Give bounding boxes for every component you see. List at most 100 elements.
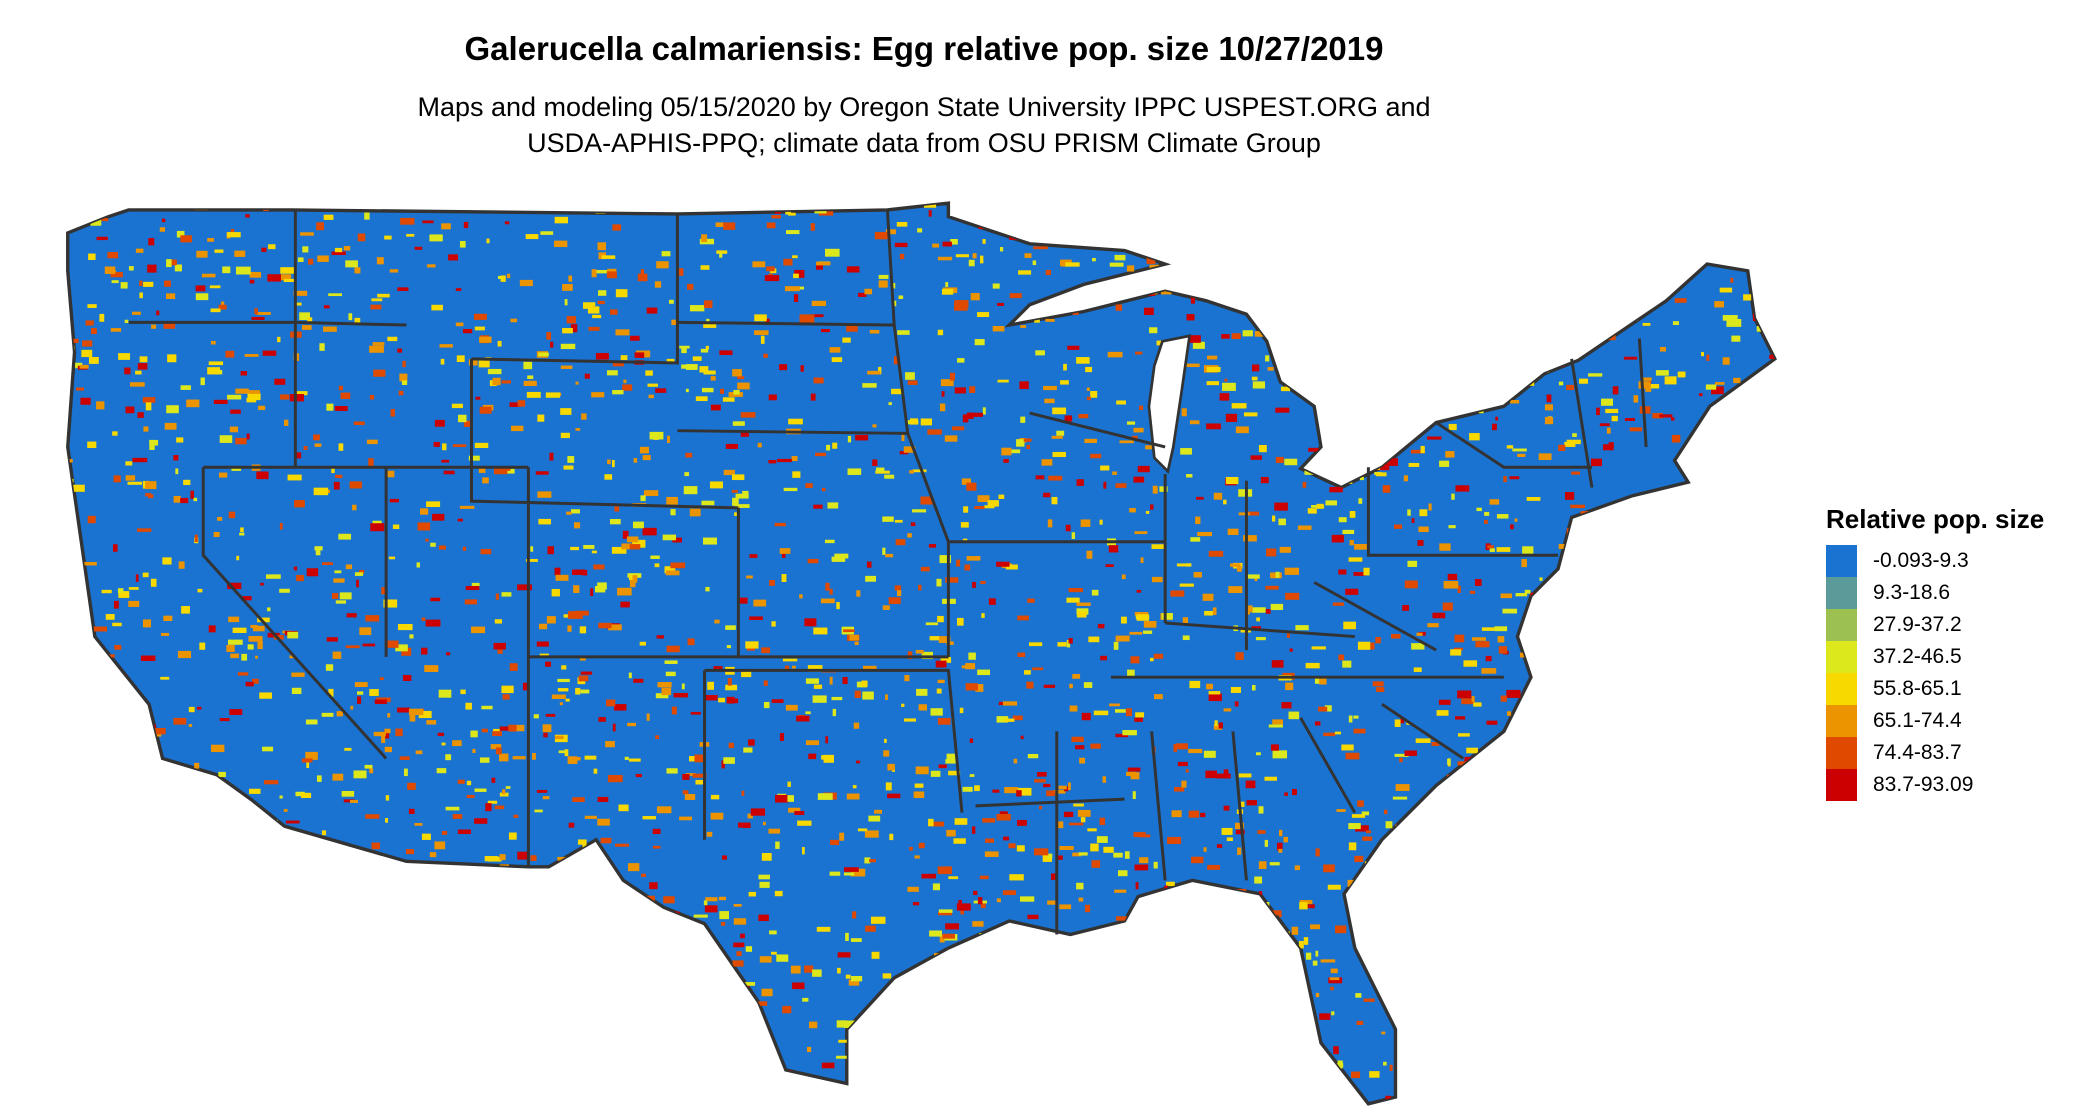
hotspot-cell <box>787 781 791 787</box>
hotspot-cell <box>1353 572 1366 576</box>
hotspot-cell <box>1222 940 1236 944</box>
hotspot-cell <box>611 1065 621 1074</box>
hotspot-cell <box>1665 914 1675 920</box>
hotspot-cell <box>1447 1020 1454 1025</box>
hotspot-cell <box>481 705 493 710</box>
state-border <box>975 797 1125 808</box>
hotspot-cell <box>1760 861 1773 866</box>
hotspot-cell <box>1631 783 1641 791</box>
hotspot-cell <box>1428 992 1433 1000</box>
hotspot-cell <box>1777 817 1784 824</box>
hotspot-cell <box>352 504 357 511</box>
hotspot-cell <box>1400 826 1410 835</box>
hotspot-cell <box>593 933 599 941</box>
hotspot-cell <box>1439 373 1454 380</box>
hotspot-cell <box>387 863 397 872</box>
hotspot-cell <box>95 990 107 998</box>
hotspot-cell <box>1385 821 1393 829</box>
hotspot-cell <box>1710 386 1724 395</box>
hotspot-cell <box>1750 500 1756 506</box>
hotspot-cell <box>1206 423 1221 430</box>
hotspot-cell <box>1208 691 1221 695</box>
hotspot-cell <box>368 458 374 466</box>
hotspot-cell <box>289 394 305 402</box>
hotspot-cell <box>912 469 927 473</box>
hotspot-cell <box>899 253 905 260</box>
hotspot-cell <box>687 638 695 646</box>
hotspot-cell <box>1673 909 1688 913</box>
hotspot-cell <box>1253 1011 1258 1015</box>
hotspot-cell <box>714 1095 725 1102</box>
hotspot-cell <box>677 1102 692 1104</box>
hotspot-cell <box>434 1017 440 1022</box>
hotspot-cell <box>139 292 143 299</box>
hotspot-cell <box>237 672 249 676</box>
hotspot-cell <box>895 539 906 546</box>
hotspot-cell <box>838 203 848 205</box>
hotspot-cell <box>655 693 669 699</box>
hotspot-cell <box>1341 744 1354 751</box>
hotspot-cell <box>177 984 190 993</box>
hotspot-cell <box>962 786 973 792</box>
legend-label: 9.3-18.6 <box>1873 581 1951 604</box>
hotspot-cell <box>257 1000 268 1006</box>
hotspot-cell <box>1691 817 1700 824</box>
hotspot-cell <box>777 458 792 463</box>
hotspot-cell <box>1599 303 1609 307</box>
hotspot-cell <box>909 470 915 474</box>
hotspot-cell <box>1660 346 1666 352</box>
hotspot-cell <box>700 265 710 270</box>
hotspot-cell <box>1510 400 1520 404</box>
hotspot-cell <box>941 288 954 295</box>
hotspot-cell <box>129 895 137 904</box>
hotspot-cell <box>652 963 667 969</box>
hotspot-cell <box>1204 905 1213 913</box>
hotspot-cell <box>516 724 525 732</box>
hotspot-cell <box>862 691 874 700</box>
hotspot-cell <box>844 1020 858 1029</box>
hotspot-cell <box>1662 1031 1669 1038</box>
hotspot-cell <box>151 324 157 329</box>
hotspot-cell <box>560 1099 565 1103</box>
hotspot-cell <box>1033 246 1048 250</box>
hotspot-cell <box>639 446 649 454</box>
hotspot-cell <box>1415 738 1431 743</box>
hotspot-cell <box>1353 715 1359 719</box>
hotspot-cell <box>1197 531 1213 537</box>
hotspot-cell <box>606 699 616 707</box>
hotspot-cell <box>1032 667 1044 671</box>
hotspot-cell <box>104 1001 115 1005</box>
hotspot-cell <box>479 336 492 343</box>
hotspot-cell <box>1259 209 1274 217</box>
hotspot-cell <box>456 355 465 363</box>
hotspot-cell <box>1064 415 1073 422</box>
hotspot-cell <box>663 896 675 904</box>
hotspot-cell <box>897 330 910 335</box>
hotspot-cell <box>1479 1039 1484 1046</box>
hotspot-cell <box>1015 931 1021 936</box>
hotspot-cell <box>1394 719 1401 727</box>
hotspot-cell <box>1668 729 1681 737</box>
hotspot-cell <box>496 996 511 1003</box>
legend-item: 27.9-37.2 <box>1826 609 2044 641</box>
hotspot-cell <box>1124 851 1130 859</box>
hotspot-cell <box>1319 678 1327 685</box>
hotspot-cell <box>341 867 349 873</box>
hotspot-cell <box>611 546 627 554</box>
hotspot-cell <box>499 864 509 872</box>
hotspot-cell <box>554 567 561 576</box>
hotspot-cell <box>1320 959 1336 963</box>
hotspot-cell <box>1256 617 1260 622</box>
hotspot-cell <box>292 1024 305 1032</box>
hotspot-cell <box>1704 454 1709 460</box>
hotspot-cell <box>1108 545 1119 553</box>
hotspot-cell <box>1546 394 1552 403</box>
hotspot-cell <box>416 562 420 568</box>
hotspot-cell <box>1748 530 1753 538</box>
hotspot-cell <box>268 244 276 250</box>
hotspot-cell <box>1213 921 1225 930</box>
hotspot-cell <box>816 926 831 932</box>
hotspot-cell <box>506 273 511 279</box>
hotspot-cell <box>1085 1057 1097 1063</box>
hotspot-cell <box>1591 858 1595 865</box>
